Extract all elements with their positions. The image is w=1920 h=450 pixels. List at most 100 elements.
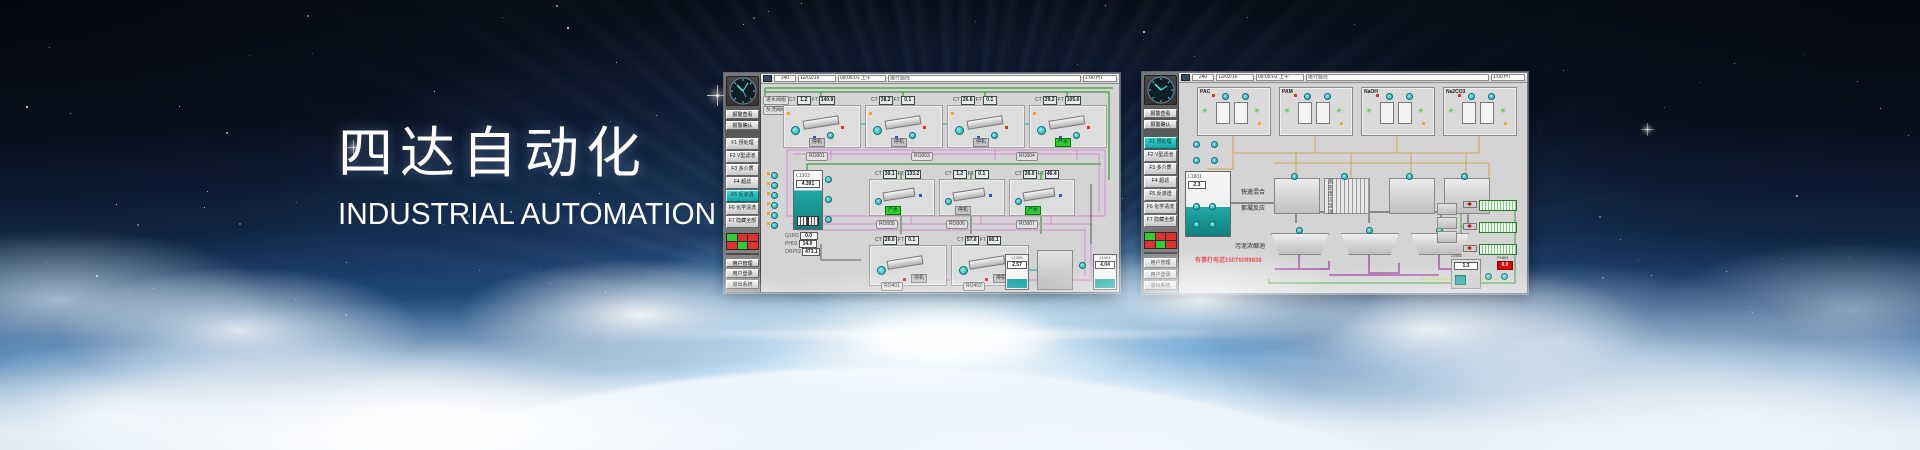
unit-status: 停机: [809, 138, 826, 147]
sidebar-spacer: [726, 252, 759, 255]
ro-tag: RO007: [1016, 220, 1038, 229]
menu-f2-vfilter[interactable]: F2 V型滤池: [1144, 150, 1177, 163]
lens-streak: [555, 326, 1355, 342]
ro-unit: CT 29.2 FT 105.6 产水: [1029, 96, 1107, 148]
ro-tag: RO001: [806, 152, 828, 161]
menu-f7-hide[interactable]: F7 隐藏全部: [1144, 215, 1177, 228]
scada-titlebar: 240 12/02/16 09:05:01 上午 运行监控 1:00 HT: [761, 74, 1119, 84]
scada-main: 240 12/02/16 09:05:01 上午 运行监控 1:00 HT: [761, 74, 1119, 292]
scada-main: 240 12/02/16 09:05:01 上午 运行监控 1:00 HT: [1179, 73, 1527, 293]
menu-f5-ro[interactable]: F5 反渗透: [1144, 189, 1177, 202]
menu-f1-pretreatment-active[interactable]: F1 预处理: [1144, 137, 1177, 150]
ro-unit: CT 30.1 FT 133.2 产水: [869, 170, 935, 216]
user-login-button[interactable]: 用户登录: [1144, 269, 1177, 279]
alarm-view-button[interactable]: 报警查看: [1144, 109, 1177, 119]
unit-status: 产水: [1055, 138, 1072, 147]
dosing-station-pam: PAM ✳ ✳: [1279, 87, 1353, 136]
unit-status: 停机: [973, 138, 990, 147]
rapid-mix-basin: [1274, 178, 1320, 214]
unit-status: 产水: [1025, 206, 1042, 215]
screen-menu: F1 预处理 F2 V型滤池 F3 多介质 F4 超滤 F5 反渗透 F6 化学…: [726, 137, 759, 229]
user-management-button[interactable]: 用户管理: [726, 258, 759, 268]
exit-system-button[interactable]: 退出系统: [1144, 280, 1177, 291]
menu-f6-cleaning[interactable]: F6 化学清洗: [1144, 202, 1177, 215]
menu-f1-pretreatment[interactable]: F1 预处理: [726, 137, 759, 150]
menu-f4-uf[interactable]: F4 超滤: [726, 176, 759, 189]
brand-subtitle: INDUSTRIAL AUTOMATION: [338, 196, 717, 231]
sidebar-spacer: [1144, 252, 1177, 255]
ro-unit: CT 26.0 FT 46.4 产水: [1009, 170, 1075, 216]
titlebar-field-date[interactable]: 12/02/16: [1216, 74, 1254, 81]
unit-status: 停机: [955, 206, 972, 215]
dosing-station-pac: PAC ✳ ✳: [1197, 87, 1271, 136]
alarm-view-button[interactable]: 报警查看: [726, 110, 759, 119]
flow-readout: Q1M3 0.0: [785, 232, 818, 240]
window-system-icon[interactable]: [1181, 74, 1190, 81]
sedimentation-label: 高密度沉淀池: [1327, 179, 1333, 215]
screen-menu: F1 预处理 F2 V型滤池 F3 多介质 F4 超滤 F5 反渗透 F6 化学…: [1144, 136, 1177, 228]
press-readout-value: 0.0: [1497, 261, 1513, 270]
aux-chip: [1437, 203, 1457, 215]
titlebar-field-date[interactable]: 12/02/16: [798, 75, 836, 82]
exit-system-button[interactable]: 退出系统: [726, 280, 759, 289]
ph-readout: PH02 14.0: [785, 240, 817, 248]
brand-block: 四达自动化 INDUSTRIAL AUTOMATION: [338, 108, 732, 232]
titlebar-field-count[interactable]: 240: [1192, 74, 1214, 81]
dosing-station-naoh: NaOH ✳ ✳: [1361, 87, 1435, 136]
orp-readout: ORP02 473.1: [785, 248, 821, 256]
level-tank: L1305 2.57: [1005, 254, 1029, 290]
ro-unit: CT 26.0 FT 0.1 停机: [869, 236, 947, 286]
ro-tag: RO401: [881, 282, 903, 291]
titlebar-field-mode[interactable]: 运行监控: [1306, 74, 1489, 81]
scada-titlebar: 240 12/02/16 09:05:01 上午 运行监控 1:00 HT: [1179, 73, 1527, 83]
unit-status: 停机: [911, 274, 928, 283]
phone-note: 有事打电话15076099836: [1195, 258, 1262, 264]
unit-status: 产水: [885, 206, 902, 215]
pretreatment-process-content: PAC ✳ ✳ PAM ✳ ✳ NaOH ✳ ✳: [1179, 83, 1527, 293]
press-valve: [1463, 245, 1477, 252]
titlebar-field-rate[interactable]: 1:00 HT: [1491, 74, 1525, 81]
ro-process-content: 进水阀组 反洗阀组 CT 1.2 FT 140.9 停机 CT 38.2 FT 0.1: [761, 84, 1119, 292]
small-tank-panel: 1.3: [1451, 259, 1481, 289]
menu-f6-cleaning[interactable]: F6 化学清洗: [726, 202, 759, 215]
user-management-button[interactable]: 用户管理: [1144, 258, 1177, 268]
menu-f3-multimedia[interactable]: F3 多介质: [1144, 163, 1177, 176]
user-login-button[interactable]: 用户登录: [726, 269, 759, 279]
scada-sidebar: 报警查看 报警确认 F1 预处理 F2 V型滤池 F3 多介质 F4 超滤 F5…: [725, 74, 761, 292]
press-valve: [1463, 223, 1477, 230]
aux-chip: [1437, 231, 1457, 243]
sludge-tank: [1271, 233, 1329, 255]
floc-basin: [1389, 178, 1435, 214]
menu-f3-multimedia[interactable]: F3 多介质: [726, 163, 759, 176]
titlebar-field-mode[interactable]: 运行监控: [888, 75, 1081, 82]
raw-water-tank: L1901 2.3: [1185, 171, 1231, 237]
ro-unit: CT 1.2 FT 0.1 停机: [939, 170, 1005, 216]
ro-tag: RO006: [946, 220, 968, 229]
scada-sidebar: 报警查看 报警确认 F1 预处理 F2 V型滤池 F3 多介质 F4 超滤 F5…: [1143, 73, 1179, 293]
analog-clock-icon: [729, 77, 756, 105]
floc-label: 絮凝反应: [1241, 206, 1266, 212]
menu-f4-uf[interactable]: F4 超滤: [1144, 176, 1177, 189]
filter-press: [1479, 200, 1517, 211]
menu-f2-vfilter[interactable]: F2 V型滤池: [726, 150, 759, 163]
small-tank-tag: L1902: [1451, 253, 1463, 258]
window-system-icon[interactable]: [763, 75, 772, 82]
titlebar-field-rate[interactable]: 1:00 HT: [1083, 75, 1117, 82]
clock-panel: [726, 76, 759, 106]
clock-panel: [1144, 75, 1177, 105]
press-readout-tag: P1801: [1497, 255, 1509, 260]
alarm-ack-button[interactable]: 报警确认: [726, 120, 759, 130]
analog-clock-icon: [1147, 76, 1174, 104]
level-tank: L1304 4.04: [1093, 254, 1117, 290]
chemical-tank: L1303 4.391: [793, 170, 823, 230]
scada-window-ro: 报警查看 报警确认 F1 预处理 F2 V型滤池 F3 多介质 F4 超滤 F5…: [723, 72, 1121, 294]
menu-f5-ro-active[interactable]: F5 反渗透: [726, 189, 759, 202]
unit-status: 停机: [891, 138, 908, 147]
alarm-ack-button[interactable]: 报警确认: [1144, 120, 1177, 130]
aux-chip: [1437, 217, 1457, 229]
titlebar-field-time[interactable]: 09:05:01 上午: [838, 75, 886, 82]
ro-tag: RO402: [963, 282, 985, 291]
titlebar-field-count[interactable]: 240: [774, 75, 796, 82]
titlebar-field-time[interactable]: 09:05:01 上午: [1256, 74, 1304, 81]
menu-f7-hide[interactable]: F7 隐藏全部: [726, 215, 759, 228]
